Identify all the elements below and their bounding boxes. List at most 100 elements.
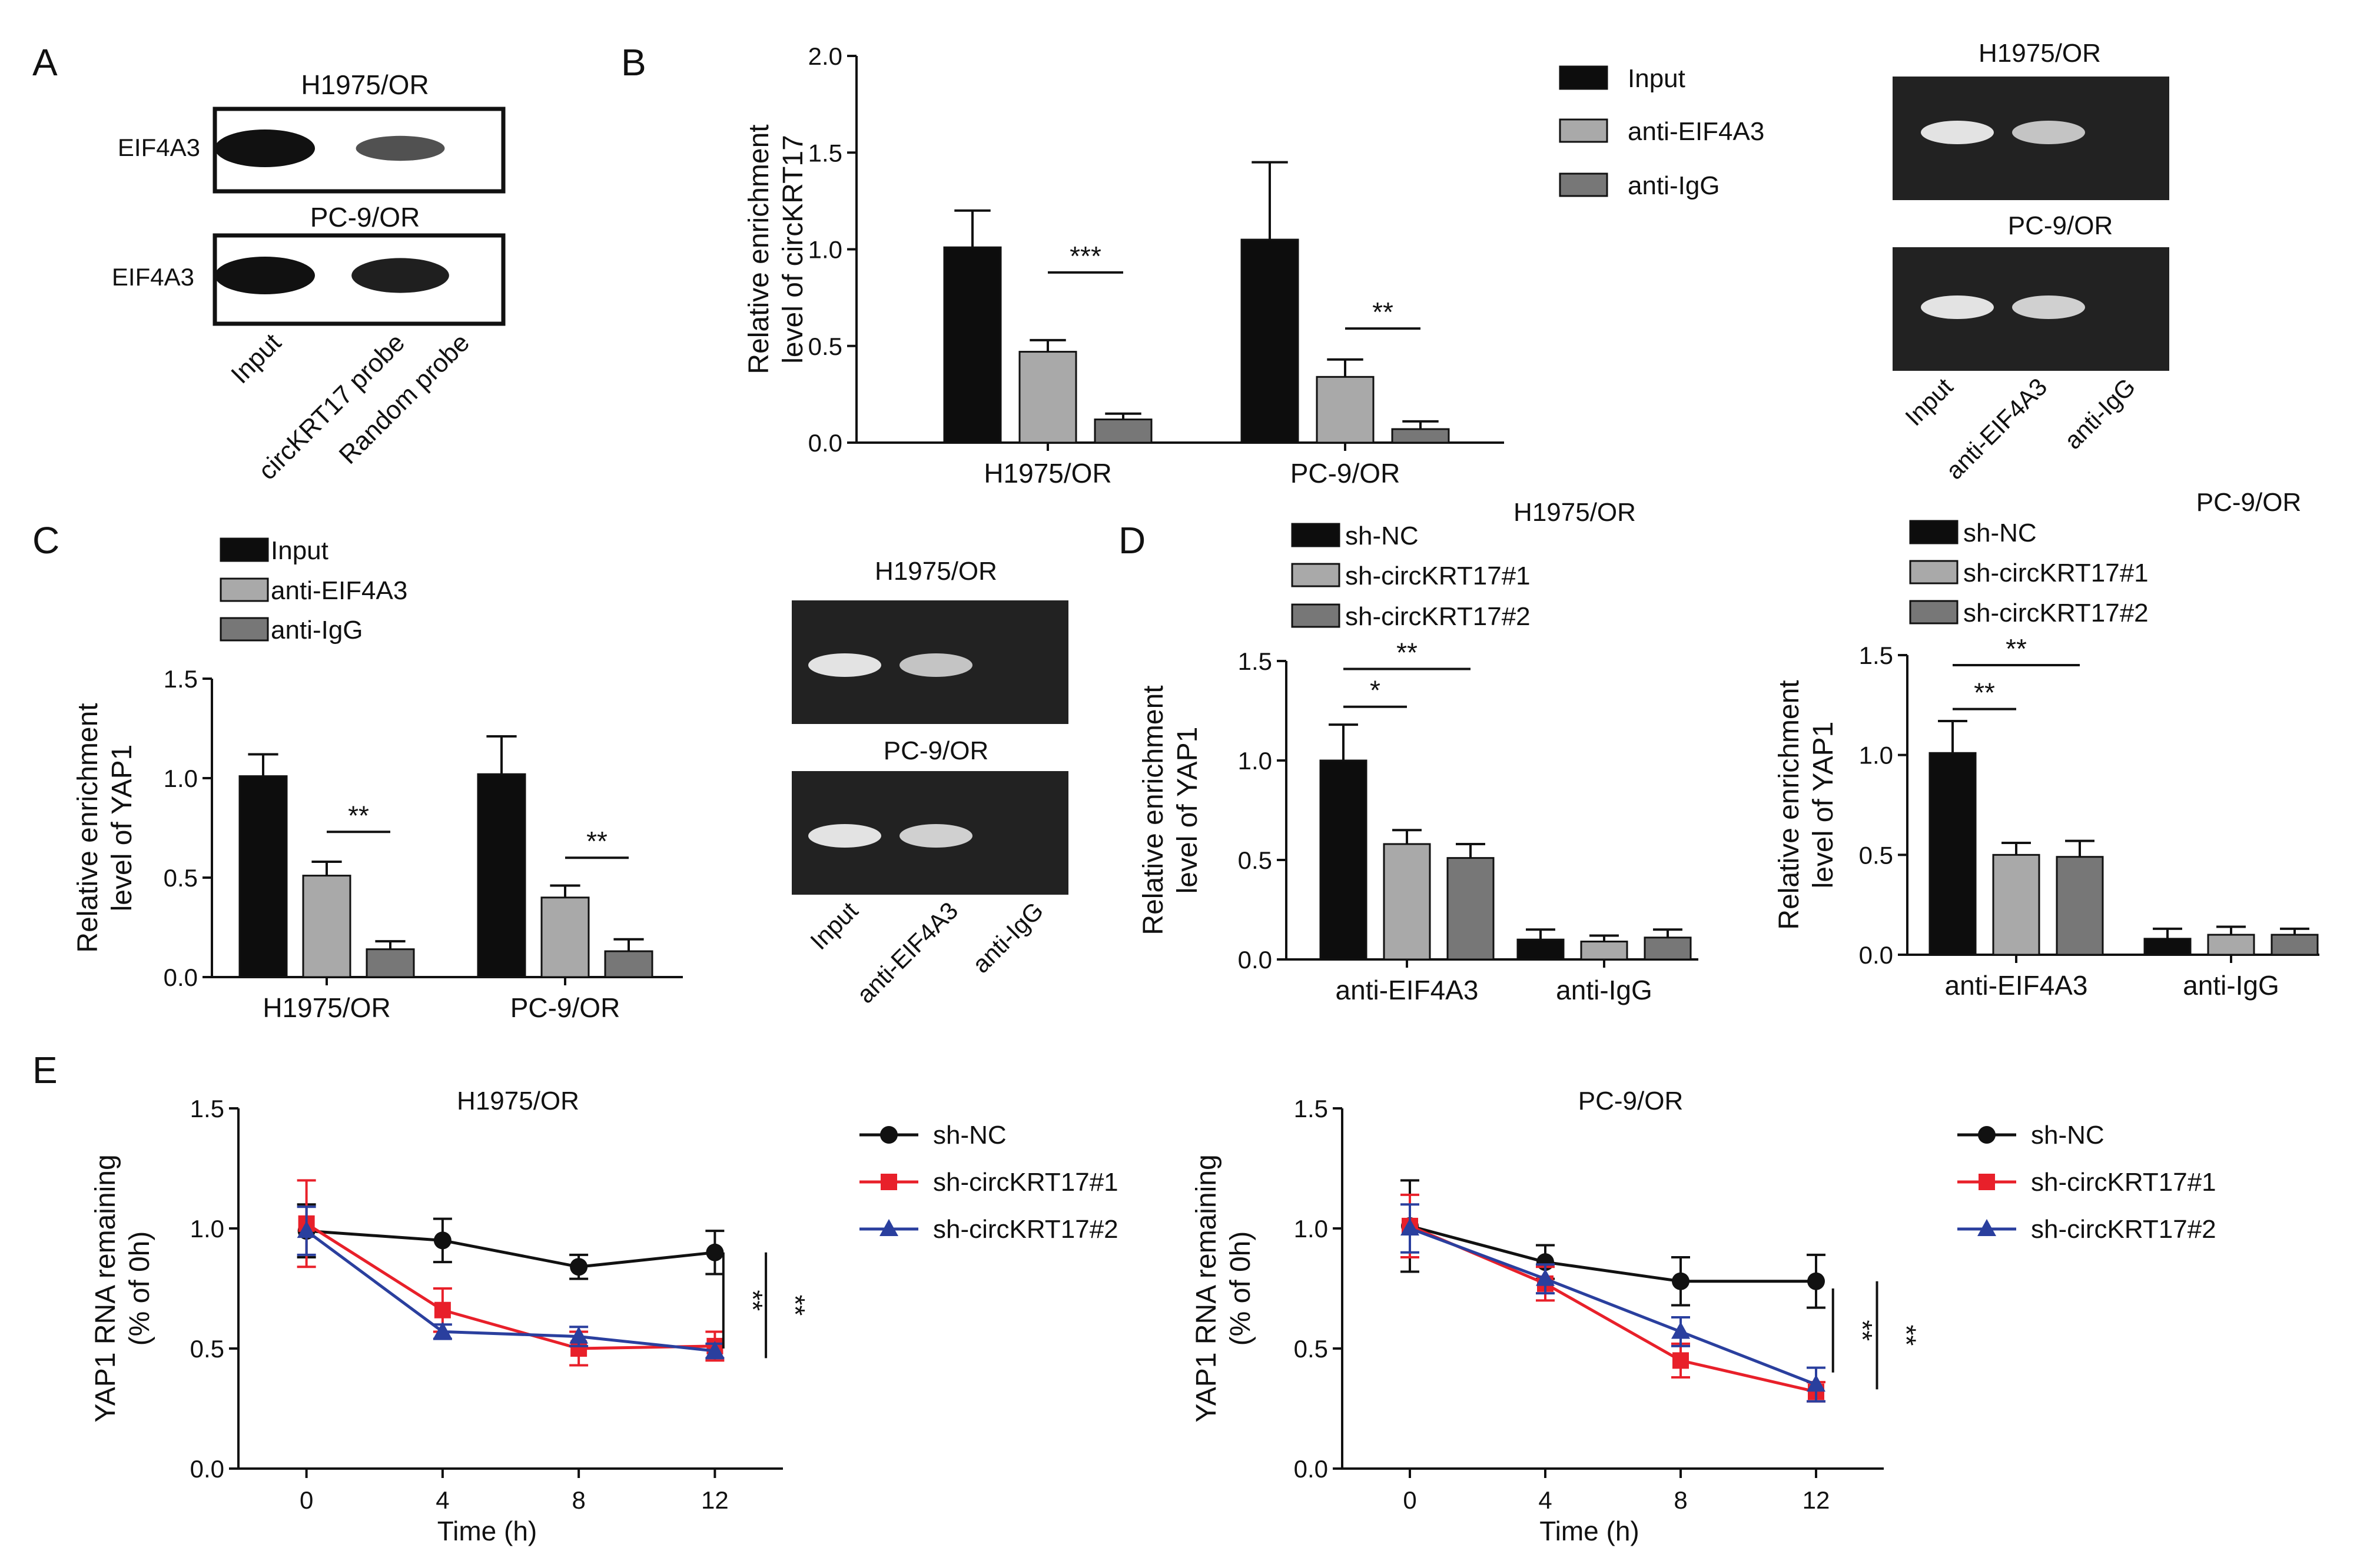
y-tick-label: 0.0 — [808, 429, 842, 457]
significance-label: ** — [586, 826, 608, 856]
y-tick-label: 1.5 — [808, 139, 842, 167]
legend-marker-sh-nc — [880, 1126, 898, 1144]
chart-c: 0.0 0.5 1.0 1.5 Relative enrichment level of … — [72, 665, 683, 1023]
bar-anti-igg-h1975-or — [1094, 419, 1153, 444]
bar-sh-nc-anti-eif4a3 — [1319, 759, 1367, 961]
data-point-sh-nc — [433, 1231, 452, 1250]
significance-label: ** — [1396, 637, 1418, 668]
panel-letter-c: C — [32, 519, 59, 562]
blot-bands — [215, 129, 445, 167]
y-tick-label: 1.0 — [1859, 742, 1893, 769]
chart-e1: 0.0 0.5 1.0 1.5 0 4 8 12 Time (h) YAP1 RNA remain… — [90, 1095, 811, 1546]
legend-swatch-anti-eif4a3 — [220, 577, 269, 602]
chart-d1-title: H1975/OR — [1513, 498, 1636, 527]
bar-anti-igg-h1975-or — [366, 948, 415, 978]
x-tick-label: 4 — [1538, 1486, 1552, 1514]
panel-d1-legend: sh-NC sh-circKRT17#1 sh-circKRT17#2 — [1291, 522, 1531, 631]
gel-band — [808, 653, 881, 677]
legend-swatch-sh-circkrt17-2 — [1909, 600, 1959, 625]
panel-letter-e: E — [32, 1049, 58, 1091]
bar-sh-circkrt17-2-anti-igg — [2271, 934, 2319, 956]
x-axis-label: Time (h) — [437, 1516, 537, 1546]
x-tick-label: 0 — [300, 1486, 313, 1514]
chart-d2: 0.0 0.5 1.0 1.5 Relative enrichment level of … — [1774, 633, 2319, 1001]
data-point-sh-circkrt17-1 — [1672, 1352, 1689, 1369]
chart-e1-title: H1975/OR — [457, 1087, 579, 1115]
bar-anti-igg-pc-9-or — [604, 950, 653, 978]
legend-label-sh-circkrt17-2: sh-circKRT17#2 — [1963, 599, 2149, 627]
data-point-sh-circkrt17-2 — [1536, 1268, 1555, 1286]
x-tick-label: anti-EIF4A3 — [1945, 970, 2088, 1001]
y-tick-label: 0.0 — [1294, 1455, 1328, 1483]
x-tick-label: anti-IgG — [1556, 975, 1652, 1005]
series-line-sh-circkrt17-2 — [306, 1230, 715, 1353]
y-axis-label: level of YAP1 — [107, 745, 138, 912]
gel-bands — [808, 653, 972, 848]
series-line-sh-nc — [306, 1229, 715, 1268]
y-tick-label: 1.0 — [1238, 747, 1272, 775]
legend-swatch-sh-nc — [1909, 520, 1959, 544]
y-axis-label: Relative enrichment — [72, 703, 104, 952]
panel-e1-legend: sh-NC sh-circKRT17#1 sh-circKRT17#2 — [859, 1121, 1118, 1244]
y-tick-label: 0.0 — [1859, 941, 1893, 969]
gel-bottom-title: PC-9/OR — [884, 736, 988, 765]
gel-bands — [1921, 121, 2085, 319]
legend-swatch-anti-eif4a3 — [1559, 118, 1608, 143]
legend-label-anti-igg: anti-IgG — [1628, 171, 1720, 200]
significance-label: * — [1370, 675, 1380, 706]
significance-label: ** — [738, 1290, 768, 1311]
y-tick-label: 0.5 — [1294, 1335, 1328, 1363]
legend-label-sh-nc: sh-NC — [933, 1121, 1007, 1150]
x-tick-label: 0 — [1403, 1486, 1416, 1514]
gel-band — [1921, 295, 1994, 319]
gel-bottom-title: PC-9/OR — [2008, 211, 2113, 240]
x-axis-label: Time (h) — [1539, 1516, 1639, 1546]
y-tick-label: 1.5 — [1294, 1095, 1328, 1122]
y-tick-label: 0.0 — [164, 964, 198, 991]
legend-label-sh-circkrt17-2: sh-circKRT17#2 — [1345, 602, 1531, 631]
gel-band — [899, 653, 972, 677]
legend-swatch-sh-circkrt17-1 — [1291, 563, 1340, 587]
bar-anti-eif4a3-pc-9-or — [1316, 376, 1375, 444]
y-axis-label: Relative enrichment — [743, 124, 775, 374]
significance-label: ** — [1891, 1325, 1922, 1346]
chart-e2-title: PC-9/OR — [1578, 1087, 1683, 1115]
data-point-sh-nc — [1807, 1272, 1825, 1290]
data-point-sh-circkrt17-2 — [297, 1221, 316, 1238]
y-tick-label: 0.0 — [190, 1455, 224, 1483]
chart-b: 0.0 0.5 1.0 1.5 2.0 Relative enrichment level … — [743, 42, 1504, 489]
bar-anti-igg-pc-9-or — [1391, 428, 1450, 444]
bar-anti-eif4a3-h1975-or — [1018, 351, 1077, 444]
y-axis-label: Relative enrichment — [1774, 680, 1805, 929]
x-tick-label: H1975/OR — [984, 458, 1111, 489]
x-tick-label: 8 — [572, 1486, 585, 1514]
y-tick-label: 0.5 — [1859, 841, 1893, 869]
chart-e2: 0.0 0.5 1.0 1.5 0 4 8 12 Time (h) YAP1 RNA remain… — [1191, 1095, 1922, 1546]
gel-band — [899, 824, 972, 848]
significance-label: *** — [1070, 241, 1101, 271]
bar-sh-circkrt17-2-anti-igg — [1644, 936, 1692, 961]
y-axis-label: Relative enrichment — [1138, 685, 1169, 935]
legend-label-sh-circkrt17-1: sh-circKRT17#1 — [1963, 559, 2149, 587]
legend-marker-sh-circkrt17-1 — [881, 1174, 897, 1190]
bar-input-h1975-or — [238, 775, 288, 978]
gel-band — [1921, 121, 1994, 144]
gel-top-title: H1975/OR — [1979, 39, 2101, 68]
bar-input-pc-9-or — [477, 773, 526, 978]
data-point-sh-circkrt17-2 — [705, 1341, 725, 1359]
y-tick-label: 0.5 — [190, 1335, 224, 1363]
significance-label: ** — [2006, 633, 2027, 664]
blot-cell-title: H1975/OR — [301, 69, 429, 100]
blot-bands — [215, 257, 449, 294]
legend-marker-sh-nc — [1978, 1126, 1996, 1144]
legend-label-sh-nc: sh-NC — [1345, 522, 1419, 550]
bar-sh-circkrt17-1-anti-igg — [1580, 941, 1628, 961]
blot-cell-title: PC-9/OR — [310, 202, 420, 233]
legend-label-anti-igg: anti-IgG — [271, 616, 363, 645]
x-tick-label: anti-EIF4A3 — [1336, 975, 1479, 1005]
legend-label-input: Input — [271, 536, 328, 565]
legend-swatch-sh-circkrt17-1 — [1909, 560, 1959, 584]
data-point-sh-nc — [570, 1258, 588, 1276]
y-axis-label: level of YAP1 — [1808, 722, 1839, 889]
panel-b-legend: Input anti-EIF4A3 anti-IgG — [1559, 64, 1764, 200]
